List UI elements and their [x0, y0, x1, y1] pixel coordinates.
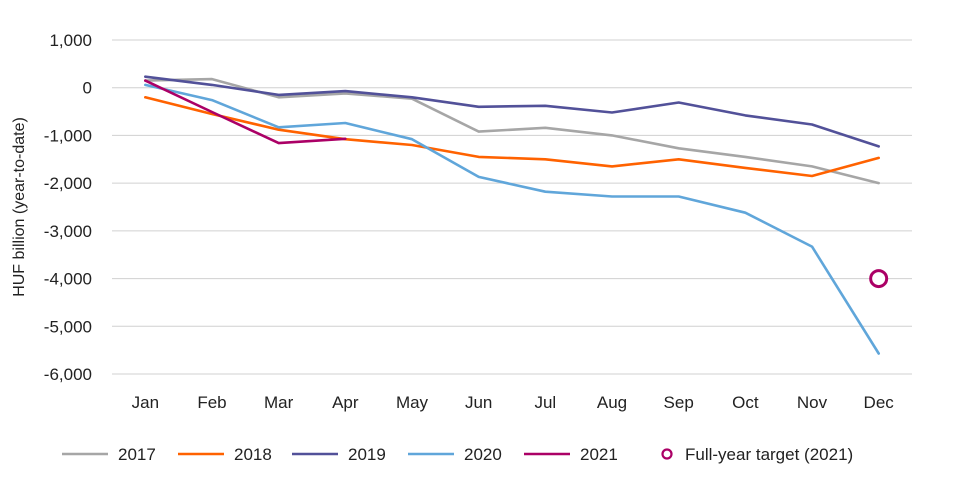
gridlines [112, 39, 912, 375]
legend-target-marker [661, 448, 673, 460]
y-tick-label: -2,000 [44, 174, 92, 193]
legend-label-target: Full-year target (2021) [685, 445, 853, 464]
x-tick-label: Mar [264, 393, 294, 412]
series-line-2020 [144, 83, 881, 355]
series-line-2019 [144, 75, 881, 148]
x-tick-label: Jun [465, 393, 492, 412]
legend-label-2020: 2020 [464, 445, 502, 464]
x-tick-label: Oct [732, 393, 759, 412]
y-axis-ticks: 1,000 0 -1,000 -2,000 -3,000 -4,000 -5,000 -6,0… [44, 31, 92, 384]
y-tick-label: -3,000 [44, 222, 92, 241]
legend-label-2019: 2019 [348, 445, 386, 464]
x-tick-label: Apr [332, 393, 359, 412]
y-tick-label: -5,000 [44, 317, 92, 336]
y-axis-title: HUF billion (year-to-date) [11, 117, 28, 297]
y-tick-label: -1,000 [44, 126, 92, 145]
target-marker [869, 269, 889, 289]
legend-label-2017: 2017 [118, 445, 156, 464]
y-tick-label: -4,000 [44, 270, 92, 289]
x-tick-label: Sep [664, 393, 694, 412]
legend-label-2021: 2021 [580, 445, 618, 464]
series-line-2018 [144, 96, 881, 178]
series-line-2021 [144, 79, 347, 145]
y-tick-label: -6,000 [44, 365, 92, 384]
legend-label-2018: 2018 [234, 445, 272, 464]
target-marker-layer [869, 269, 889, 289]
x-tick-label: Aug [597, 393, 627, 412]
x-tick-label: Nov [797, 393, 828, 412]
y-tick-label: 0 [83, 79, 92, 98]
y-tick-label: 1,000 [49, 31, 92, 50]
x-tick-label: Dec [864, 393, 895, 412]
x-axis-ticks: Jan Feb Mar Apr May Jun Jul Aug Sep Oct Nov Dec [132, 393, 895, 412]
series-lines [144, 75, 881, 355]
x-tick-label: Feb [197, 393, 226, 412]
x-tick-label: Jul [534, 393, 556, 412]
legend: 2017 2018 2019 2020 2021 Full-year target (20… [62, 445, 853, 464]
x-tick-label: May [396, 393, 429, 412]
x-tick-label: Jan [132, 393, 159, 412]
